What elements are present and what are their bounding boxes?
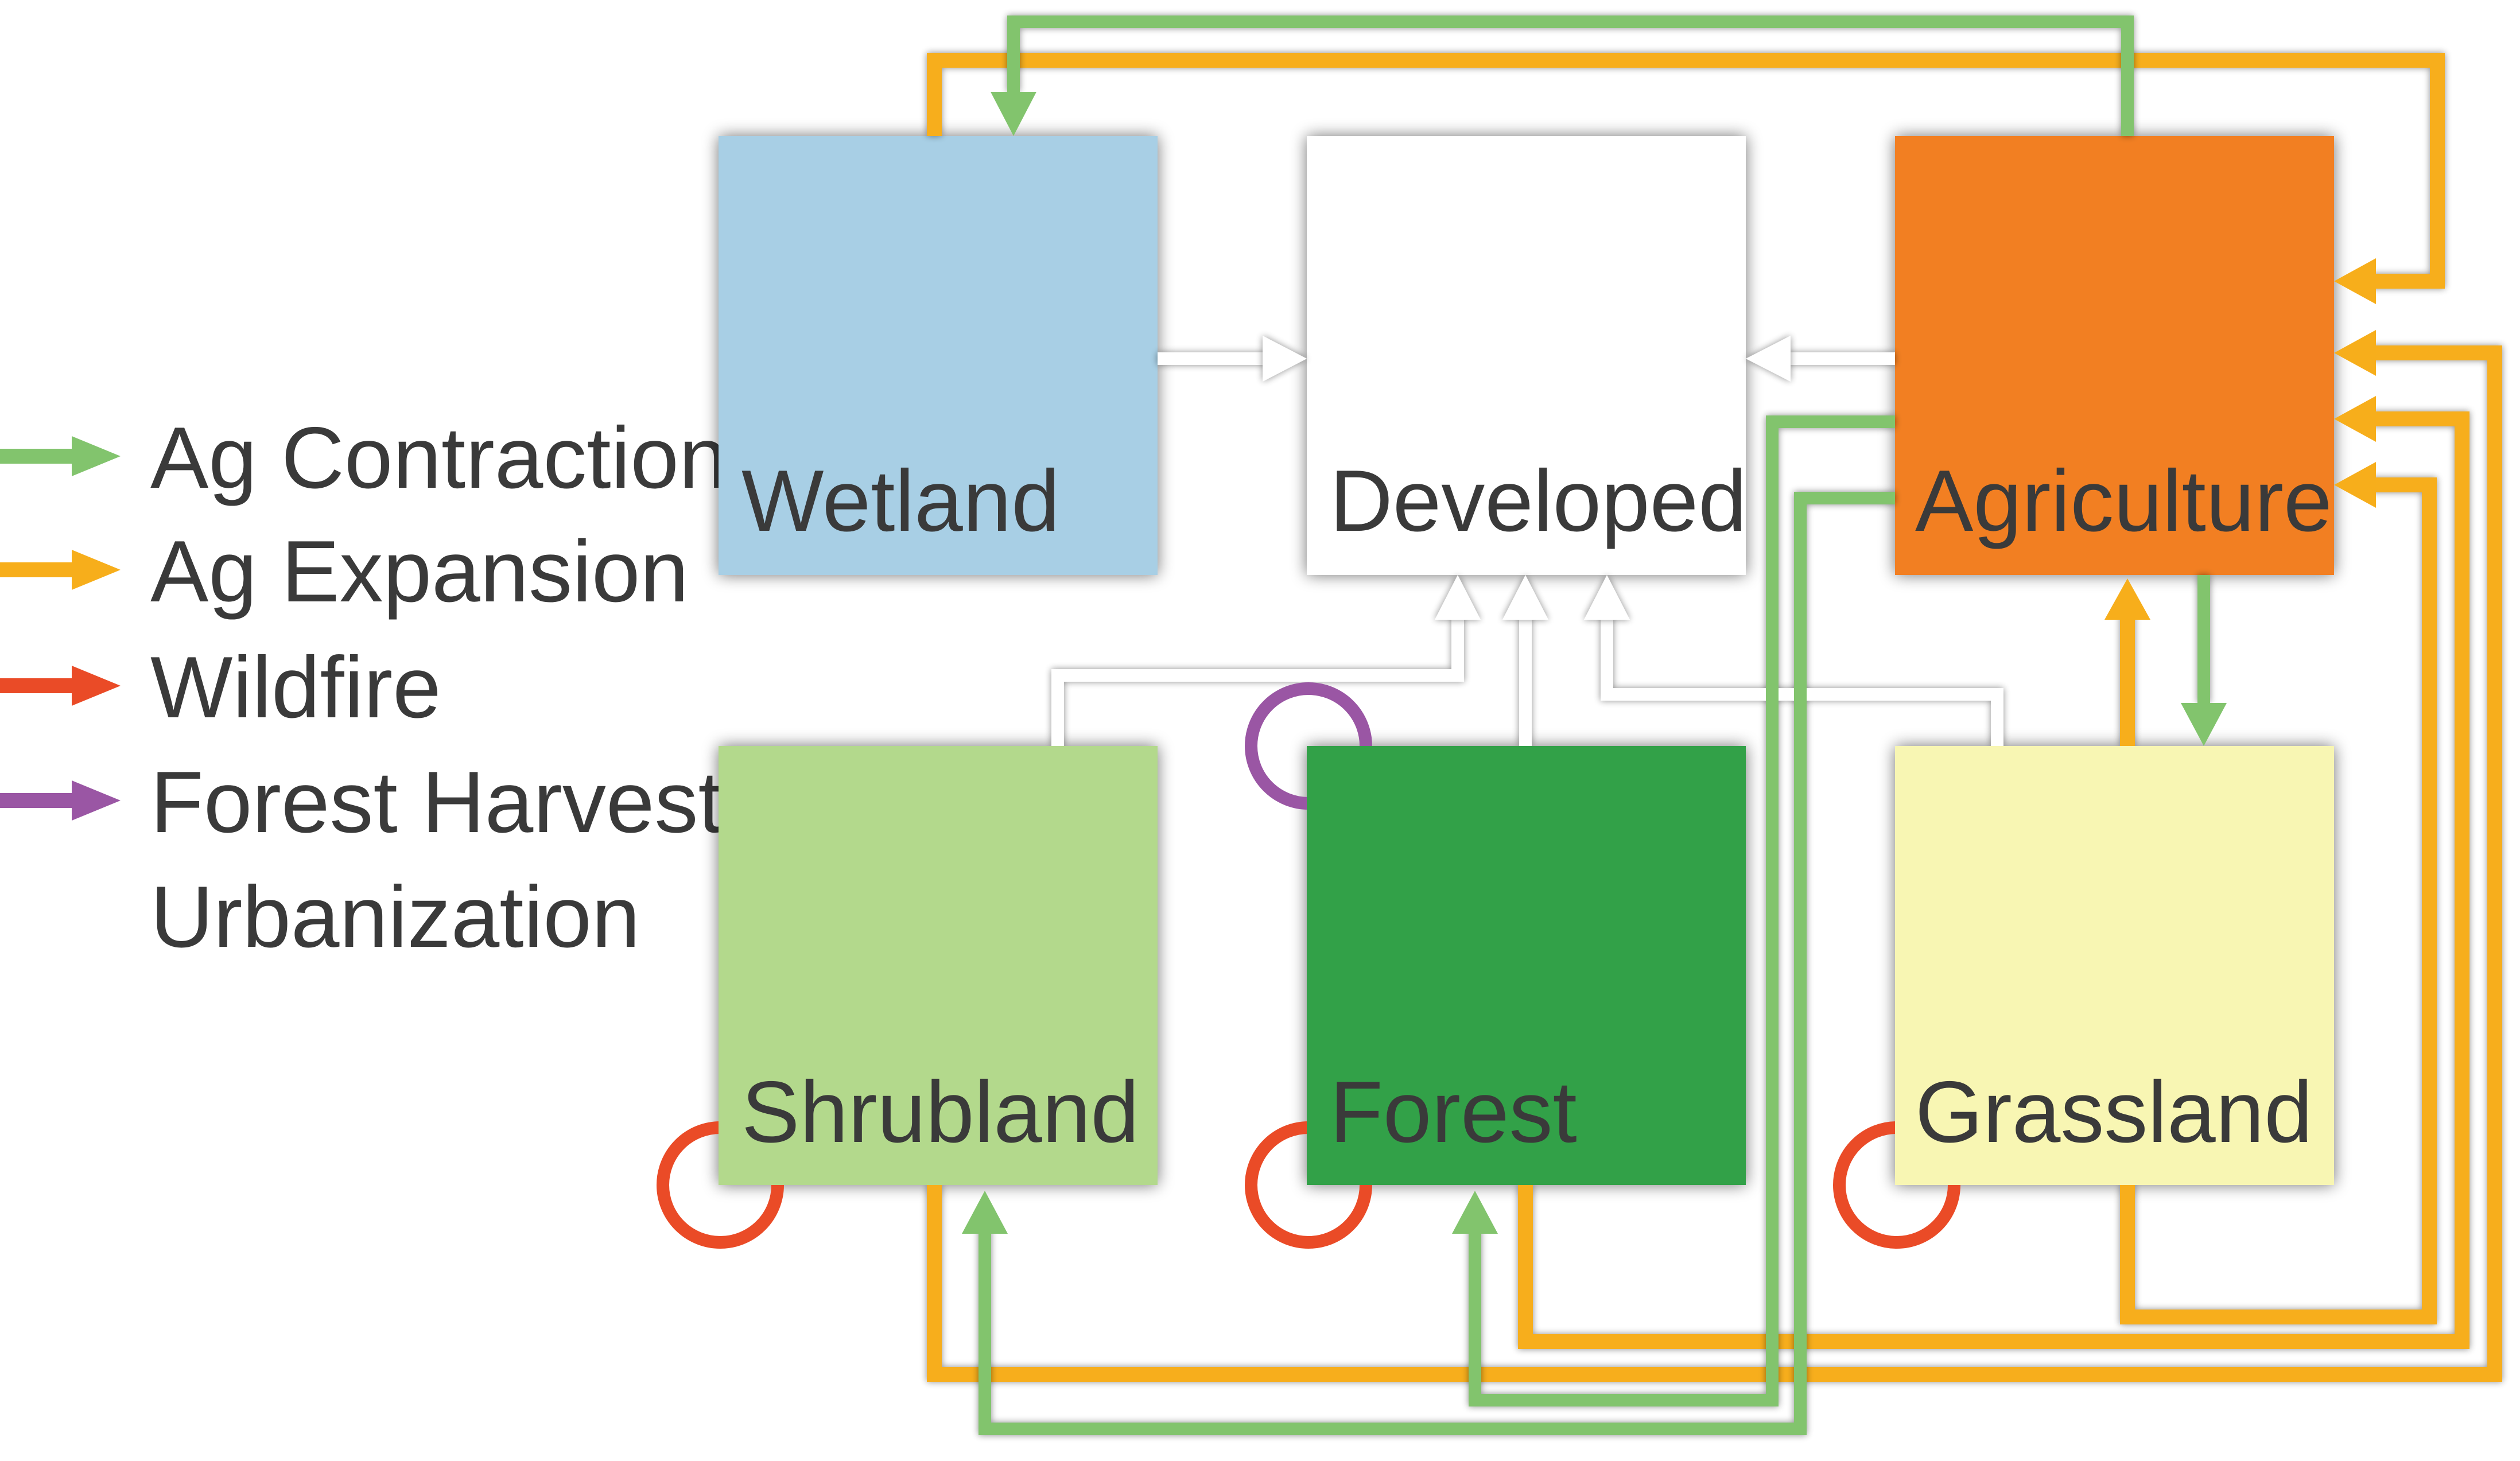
arrow-wetland-to-agriculture	[927, 53, 2445, 289]
ag-expansion-arrowheads	[2104, 258, 2376, 620]
box-wetland	[719, 136, 1158, 575]
arrow-agriculture-to-wetland	[1007, 15, 2134, 136]
legend-label-wildfire: Wildfire	[150, 639, 441, 736]
legend-item-forest-harvest: Forest Harvest	[0, 753, 723, 851]
arrowhead-icon	[1263, 336, 1307, 382]
box-agriculture	[1895, 136, 2334, 575]
arrowhead-icon	[1746, 336, 1791, 382]
arrow-shrubland-to-agriculture	[927, 345, 2502, 1382]
legend: Ag Contraction Ag Expansion Wildfire For…	[0, 409, 727, 966]
legend-label-ag-contraction: Ag Contraction	[150, 409, 727, 507]
legend-item-urbanization: Urbanization	[150, 868, 640, 966]
arrow-right-icon	[72, 550, 121, 590]
box-labels: Wetland Developed Agriculture Shrubland …	[741, 452, 2332, 1161]
grassland-label: Grassland	[1915, 1063, 2313, 1161]
arrowhead-icon	[1502, 575, 1548, 620]
ag-contraction-arrowheads	[962, 92, 2227, 1234]
box-corner-overlays	[719, 746, 2334, 1185]
arrow-forest-to-agriculture	[1518, 411, 2469, 1349]
legend-item-ag-expansion: Ag Expansion	[0, 523, 689, 620]
arrow-right-icon	[72, 780, 121, 821]
arrowhead-icon	[2334, 258, 2376, 304]
arrowhead-icon	[1435, 575, 1481, 620]
legend-label-forest-harvest: Forest Harvest	[150, 753, 723, 851]
arrowhead-icon	[2104, 578, 2150, 620]
arrowhead-icon	[2181, 703, 2227, 746]
arrowhead-icon	[2334, 462, 2376, 508]
over-box-lines	[1051, 415, 2003, 1185]
arrow-right-icon	[72, 436, 121, 476]
wetland-label: Wetland	[741, 452, 1060, 550]
arrowhead-icon	[1452, 1191, 1498, 1234]
developed-label: Developed	[1330, 452, 1747, 550]
ag-expansion-arrows	[927, 53, 2502, 1382]
box-developed	[1307, 136, 1746, 575]
arrow-grassland-loop-to-agriculture	[2120, 477, 2437, 1324]
legend-item-ag-contraction: Ag Contraction	[0, 409, 727, 507]
arrowhead-icon	[991, 92, 1036, 136]
arrow-right-icon	[72, 666, 121, 706]
agriculture-label: Agriculture	[1915, 452, 2332, 550]
urbanization-arrowheads	[1263, 336, 1791, 620]
arrowhead-icon	[1584, 575, 1630, 620]
arrowhead-icon	[2334, 396, 2376, 442]
shrubland-label: Shrubland	[741, 1063, 1139, 1161]
legend-label-urbanization: Urbanization	[150, 868, 640, 966]
legend-label-ag-expansion: Ag Expansion	[150, 523, 689, 620]
forest-label: Forest	[1330, 1063, 1577, 1161]
arrowhead-icon	[962, 1191, 1008, 1234]
legend-item-wildfire: Wildfire	[0, 639, 441, 736]
arrowhead-icon	[2334, 330, 2376, 376]
